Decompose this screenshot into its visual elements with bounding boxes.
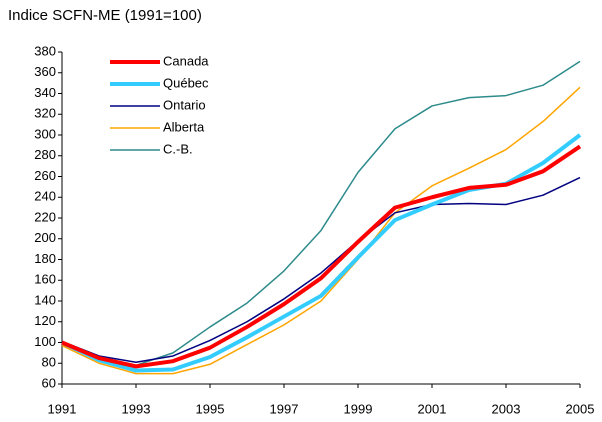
series-line — [61, 86, 581, 375]
chart-title: Indice SCFN-ME (1991=100) — [8, 7, 202, 24]
x-tick-label: 1997 — [270, 401, 299, 416]
legend-label: Alberta — [163, 119, 205, 134]
y-tick-label: 380 — [34, 43, 56, 58]
x-tick-label: 1993 — [122, 401, 151, 416]
y-tick-label: 100 — [34, 334, 56, 349]
x-tick-label: 2001 — [418, 401, 447, 416]
legend-label: C.-B. — [163, 141, 193, 156]
series-line — [61, 60, 581, 367]
y-tick-label: 260 — [34, 168, 56, 183]
series-line — [61, 133, 582, 373]
legend-label: Ontario — [163, 97, 206, 112]
y-tick-label: 220 — [34, 209, 56, 224]
series-line — [61, 176, 581, 363]
y-tick-label: 160 — [34, 272, 56, 287]
y-tick-label: 280 — [34, 147, 56, 162]
y-tick-label: 340 — [34, 85, 56, 100]
y-tick-label: 200 — [34, 230, 56, 245]
y-tick-label: 360 — [34, 64, 56, 79]
y-tick-label: 300 — [34, 126, 56, 141]
y-tick-label: 80 — [42, 355, 56, 370]
y-tick-label: 140 — [34, 292, 56, 307]
legend-label: Québec — [163, 75, 209, 90]
legend-label: Canada — [163, 53, 209, 68]
x-tick-label: 1999 — [344, 401, 373, 416]
x-tick-label: 1991 — [48, 401, 77, 416]
x-tick-label: 2003 — [492, 401, 521, 416]
y-tick-label: 320 — [34, 106, 56, 121]
y-tick-label: 120 — [34, 313, 56, 328]
series-line — [61, 144, 582, 369]
y-tick-label: 180 — [34, 251, 56, 266]
x-tick-label: 1995 — [196, 401, 225, 416]
y-tick-label: 60 — [42, 375, 56, 390]
x-tick-label: 2005 — [566, 401, 595, 416]
y-tick-label: 240 — [34, 189, 56, 204]
